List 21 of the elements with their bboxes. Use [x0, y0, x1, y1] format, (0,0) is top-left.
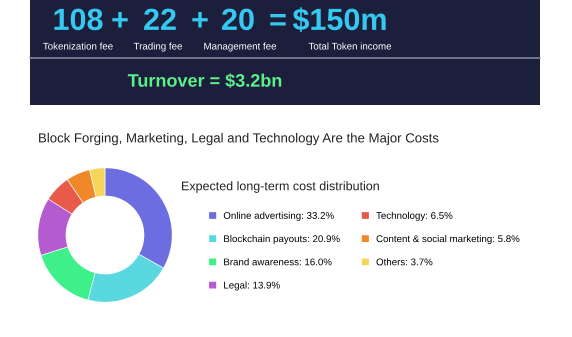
chart-title: Block Forging, Marketing, Legal and Technology Are the Major Costs — [39, 132, 438, 146]
text: 22 — [144, 8, 176, 30]
text: Trading fee — [134, 42, 182, 52]
legend-label: Legal: 13.9% — [224, 281, 280, 290]
text: Expected long-term cost distribution — [182, 181, 379, 193]
text: + — [192, 12, 208, 28]
legend-label: Online advertising: 33.2% — [224, 212, 334, 221]
text: 20 — [222, 8, 254, 30]
legend-label: Technology: 6.5% — [376, 212, 452, 221]
text: Total Token income — [308, 42, 392, 50]
text: = — [270, 14, 286, 26]
text: + — [112, 12, 128, 28]
legend-label: Content & social marketing: 5.8% — [376, 235, 520, 244]
legend-label: Others: 3.7% — [376, 258, 432, 266]
text: $150m — [292, 7, 386, 32]
text: Turnover = $3.2bn — [128, 73, 282, 88]
legend-label: Brand awareness: 16.0% — [224, 258, 332, 266]
text: Management fee — [204, 42, 276, 52]
legend-label: Blockchain payouts: 20.9% — [224, 235, 340, 244]
text: 108 — [54, 8, 103, 30]
text: Tokenization fee — [43, 42, 113, 50]
